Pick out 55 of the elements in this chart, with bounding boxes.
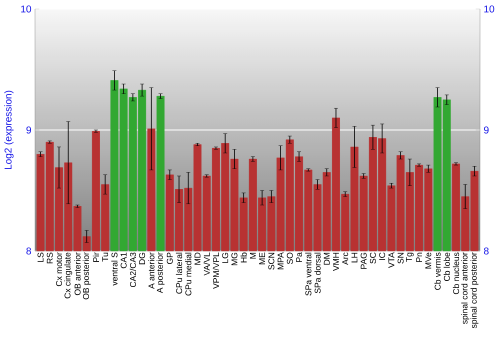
x-tick-label: Pir <box>92 252 99 262</box>
x-tick-label: RS <box>46 252 53 264</box>
y-tick-label: 10 <box>21 5 32 13</box>
x-tick-label: MPA <box>278 252 284 270</box>
y-tick-label: 8 <box>26 247 32 255</box>
x-tick-label: VPM/VPL <box>212 252 220 289</box>
x-tick-label: CPu lateral <box>176 252 182 294</box>
x-tick-label: ventral S <box>111 252 118 286</box>
x-tick-label: Pn <box>416 252 422 262</box>
x-tick-label: Cx motor <box>56 252 62 286</box>
y2-tick-label: 10 <box>484 5 494 13</box>
x-tick-label: IC <box>379 252 386 260</box>
x-tick-label: ME <box>259 252 266 264</box>
x-tick-label: Pa <box>296 252 302 262</box>
x-tick-label: GP <box>166 252 173 264</box>
y-axis-title: Log2 (expression) <box>4 90 14 170</box>
x-tick-label: Cx cingulate <box>64 252 72 298</box>
x-tick-label: LS <box>38 252 44 262</box>
y2-tick-label: 9 <box>484 126 489 134</box>
x-tick-label: spinal cord posterior <box>470 252 478 328</box>
y2-tick-label: 8 <box>484 247 489 255</box>
x-tick-label: VA/VL <box>204 252 210 276</box>
x-tick-label: CPu medial <box>185 252 192 296</box>
x-tick-label: DM <box>324 252 330 265</box>
x-tick-label: OB posterior <box>82 252 91 300</box>
x-tick-label: PAG <box>360 252 367 269</box>
x-tick-label: Cb nucleus <box>452 252 460 294</box>
x-tick-label: SO <box>286 252 293 264</box>
x-tick-label: CA1 <box>120 252 127 268</box>
x-tick-label: SPa dorsal <box>314 252 321 294</box>
x-tick-label: VTA <box>388 252 394 268</box>
x-tick-label: A posterior <box>156 252 164 294</box>
y-tick-label: 9 <box>26 126 32 134</box>
x-tick-label: CA2/CA3 <box>130 252 136 288</box>
x-tick-label: SPa ventral <box>305 252 312 296</box>
x-tick-label: SCN <box>268 252 274 270</box>
x-tick-label: spinal cord anterior <box>461 252 470 324</box>
x-tick-label: M <box>250 252 256 259</box>
x-tick-label: VMH <box>333 252 339 271</box>
x-tick-label: A anterior <box>148 252 154 289</box>
x-tick-label: OB anterior <box>74 252 81 296</box>
x-tick-label: MG <box>231 252 238 266</box>
x-tick-label: LG <box>222 252 228 263</box>
x-tick-label: SN <box>398 252 404 264</box>
x-tick-label: DG <box>139 252 146 264</box>
x-tick-label: Tg <box>406 252 414 262</box>
x-tick-label: Cb lobe <box>444 252 450 281</box>
x-tick-label: SC <box>370 252 376 264</box>
x-tick-label: LH <box>352 252 358 262</box>
x-tick-label: MD <box>194 252 200 265</box>
x-tick-label: Arc <box>342 252 348 265</box>
x-tick-label: Hb <box>240 252 247 262</box>
x-tick-label: Cb vermis <box>434 252 441 290</box>
x-tick-label: MVe <box>425 252 432 268</box>
x-tick-label: Tu <box>102 252 108 262</box>
